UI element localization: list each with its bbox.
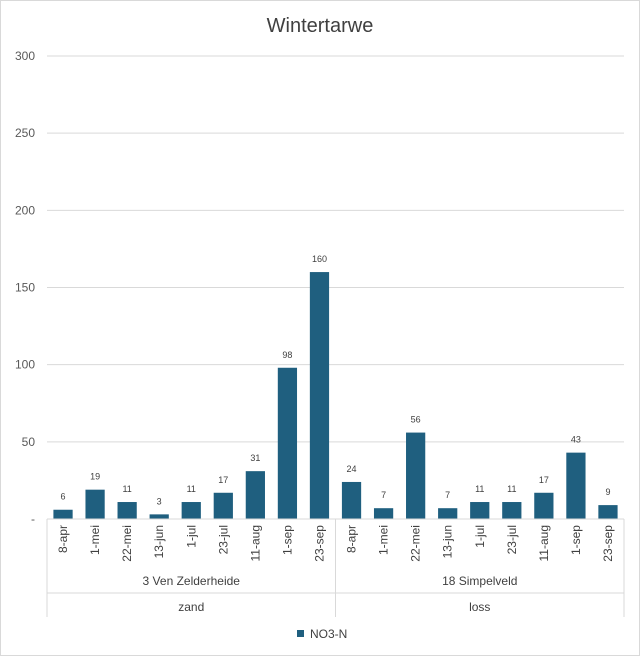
x-axis: 8-apr 1-mei 22-mei 13-jun 1-jul 23-jul 11-aug 1… [46,518,625,617]
y-tick-label: - [31,512,35,526]
data-label: 11 [122,484,131,494]
data-label: 3 [157,496,162,506]
data-label: 24 [347,464,357,474]
y-tick-label: 250 [15,126,35,140]
x-tick-label: 22-mei [120,525,134,562]
x-tick-label: 23-sep [312,525,326,562]
legend-label: NO3-N [310,627,347,641]
x-tick-label: 1-sep [569,525,583,555]
data-label: 98 [282,350,292,360]
bar [502,502,522,519]
bar [341,481,362,519]
bar [406,432,426,519]
group-location-label: 3 Ven Zelderheide [143,574,241,588]
y-axis: - 50 100 150 200 250 300 [15,49,35,526]
bar [373,508,394,519]
data-label: 11 [475,484,484,494]
x-tick-label: 23-sep [601,525,615,562]
bar [149,514,169,519]
group-location-label: 18 Simpelveld [442,574,517,588]
data-label: 17 [539,475,549,485]
y-tick-label: 50 [22,435,36,449]
x-tick-label: 11-aug [537,525,551,561]
data-label: 6 [61,492,66,502]
data-label: 11 [507,484,516,494]
data-label: 160 [312,254,327,264]
gridlines [47,55,624,443]
bar [277,367,298,519]
data-label: 31 [250,453,260,463]
legend-swatch [297,630,304,637]
data-label: 17 [218,475,228,485]
bars: 6 19 11 3 11 17 31 98 160 24 7 56 7 11 11 17 43 9 [53,254,618,519]
x-tick-label: 22-mei [409,525,423,562]
data-label: 7 [381,490,386,500]
x-tick-label: 1-sep [280,525,294,555]
x-tick-label: 1-jul [184,525,198,548]
bar [598,505,618,519]
bar [213,492,233,519]
bar [534,492,554,519]
data-label: 56 [411,415,421,425]
bar [245,471,265,519]
y-tick-label: 100 [15,358,35,372]
bar [85,489,105,519]
x-tick-label: 8-apr [345,525,359,553]
data-label: 7 [445,490,450,500]
y-tick-label: 150 [15,281,35,295]
group-soil-label: zand [178,600,204,614]
chart-title: Wintertarwe [267,15,374,37]
bar [309,272,330,519]
x-tick-label: 23-jul [216,525,230,554]
x-tick-label: 8-apr [56,525,70,553]
x-tick-label: 1-jul [473,525,487,548]
x-tick-label: 13-jun [441,525,455,558]
y-tick-label: 200 [15,203,35,217]
bar [566,452,586,519]
bar [181,502,201,519]
bar [53,509,73,519]
data-label: 19 [90,472,100,482]
x-tick-label: 1-mei [377,525,391,555]
group-soil-label: loss [469,600,490,614]
x-tick-label: 1-mei [88,525,102,555]
x-tick-label: 23-jul [505,525,519,554]
bar [470,502,490,519]
data-label: 9 [605,487,610,497]
data-label: 43 [571,435,581,445]
data-label: 11 [187,484,196,494]
legend: NO3-N [297,627,347,641]
x-tick-label: 13-jun [152,525,166,558]
bar [117,502,137,519]
x-tick-label: 11-aug [248,525,262,561]
y-tick-label: 300 [15,49,35,63]
bar [438,508,458,519]
